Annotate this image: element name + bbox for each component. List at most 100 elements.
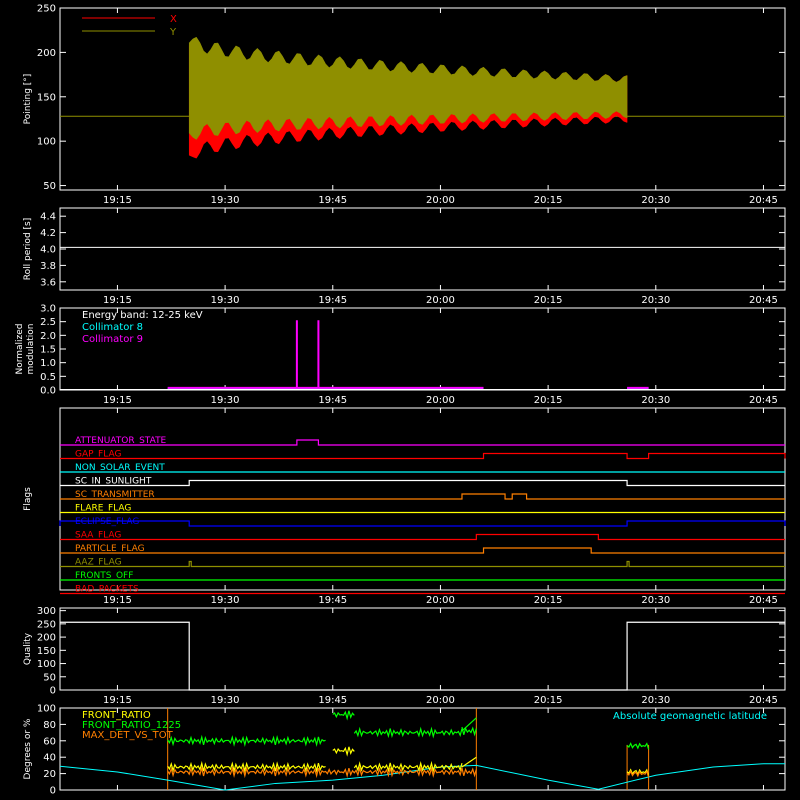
x-tick-label: 19:15	[103, 195, 132, 206]
x-tick-label: 20:30	[641, 695, 670, 706]
flag-label: SAA_FLAG	[75, 531, 121, 541]
x-tick-label: 20:45	[749, 295, 778, 306]
x-tick-label: 20:00	[426, 595, 455, 606]
legend-label: X	[170, 14, 177, 25]
panel-geomag: 0 20 40 60 80 100 Degrees or % FRONT_RATIOFRONT…	[23, 704, 786, 797]
flag-line	[60, 439, 785, 446]
x-tick-label: 19:15	[103, 295, 132, 306]
x-tick-label: 20:15	[534, 295, 563, 306]
y-tick-label: 0	[50, 786, 56, 797]
flag-label: ATTENUATOR_STATE	[75, 436, 167, 446]
geomag-ratio-segment	[626, 768, 650, 776]
y-tick-label: 300	[37, 606, 56, 617]
x-tick-label: 19:30	[211, 195, 240, 206]
flag-line	[60, 479, 785, 487]
x-tick-label: 19:30	[211, 595, 240, 606]
geomag-annotation: Absolute geomagnetic latitude	[613, 711, 767, 722]
y-tick-label: 100	[37, 137, 56, 148]
quality-line	[60, 621, 785, 691]
x-tick-label: 19:30	[211, 395, 240, 406]
legend-label: Collimator 8	[82, 322, 143, 333]
y-tick-label: 0.5	[40, 372, 56, 383]
x-tick-label: 19:15	[103, 695, 132, 706]
y-tick-label: 3.8	[40, 261, 56, 272]
y-tick-label: 2.0	[40, 331, 56, 342]
x-tick-label: 20:15	[534, 695, 563, 706]
geomag-ratio-segment	[461, 726, 477, 737]
flag-label: FLARE_FLAG	[75, 504, 131, 514]
y-tick-label: 150	[37, 92, 56, 103]
x-tick-label: 20:45	[749, 195, 778, 206]
flag-label: GAP_FLAG	[75, 450, 121, 460]
x-tick-label: 19:45	[318, 595, 347, 606]
x-tick-label: 19:45	[318, 295, 347, 306]
y-tick-label: 1.0	[40, 358, 56, 369]
x-tick-label: 19:45	[318, 195, 347, 206]
flag-label: PARTICLE_FLAG	[75, 544, 145, 554]
flag-label: ECLIPSE_FLAG	[75, 517, 139, 527]
x-tick-label: 20:45	[749, 695, 778, 706]
geomag-ratio-segment	[167, 734, 326, 747]
y-tick-label: 80	[43, 720, 56, 731]
y-tick-label: 0.0	[40, 386, 56, 397]
y-tick-label: 200	[37, 633, 56, 644]
geomag-peak	[461, 756, 477, 768]
x-tick-label: 19:45	[318, 395, 347, 406]
panel-flags: 19:15 19:30 19:45 20:00 20:15 20:30 20:45 Flags…	[23, 407, 786, 606]
geomag-ratio-segment	[626, 742, 650, 750]
x-tick-label: 19:15	[103, 395, 132, 406]
x-tick-label: 20:15	[534, 595, 563, 606]
y-tick-label: 100	[37, 704, 56, 715]
x-tick-label: 20:00	[426, 195, 455, 206]
flag-label: BAD_PACKETS	[75, 585, 139, 595]
y-tick-label: 250	[37, 619, 56, 630]
y-tick-label: 40	[43, 753, 56, 764]
panel-roll-period: 19:15 19:30 19:45 20:00 20:15 20:30 20:45 3.6 3.…	[23, 207, 786, 306]
y-tick-label: 4.2	[40, 228, 56, 239]
y-axis-label: Roll period [s]	[23, 218, 33, 280]
x-tick-label: 20:15	[534, 395, 563, 406]
flag-line	[60, 452, 786, 460]
geomag-ratio-segment	[332, 746, 355, 757]
y-axis-label: Pointing [°]	[23, 74, 33, 125]
geomag-ratio-segment	[332, 710, 355, 721]
y-tick-label: 3.0	[40, 304, 56, 315]
panel-quality: 19:15 19:30 19:45 20:00 20:15 20:30 20:45 0 50 10…	[23, 606, 786, 706]
x-tick-label: 20:45	[749, 595, 778, 606]
y-tick-label: 50	[43, 672, 56, 683]
panel-frame	[59, 7, 786, 191]
y-axis-label: Normalized	[15, 323, 25, 374]
legend-label: MAX_DET_VS_TOT	[82, 730, 174, 741]
y-tick-label: 200	[37, 48, 56, 59]
x-tick-label: 19:30	[211, 295, 240, 306]
flag-label: SC_IN_SUNLIGHT	[75, 477, 152, 487]
y-tick-label: 4.4	[40, 212, 56, 223]
y-tick-label: 0	[50, 686, 56, 697]
y-tick-label: 100	[37, 659, 56, 670]
x-tick-label: 19:15	[103, 595, 132, 606]
y-axis-label: modulation	[26, 324, 36, 375]
flag-line	[60, 560, 785, 568]
flag-label: FRONTS_OFF	[75, 571, 133, 581]
y-tick-label: 2.5	[40, 317, 56, 328]
y-axis-label: Flags	[23, 487, 33, 511]
x-tick-label: 20:30	[641, 395, 670, 406]
flag-line	[60, 547, 785, 554]
x-tick-label: 20:15	[534, 195, 563, 206]
geomag-ratio-segment	[626, 770, 650, 778]
flag-label: NON_SOLAR_EVENT	[75, 463, 165, 473]
y-tick-label: 60	[43, 736, 56, 747]
x-tick-label: 19:30	[211, 695, 240, 706]
geomag-ratio-segment	[167, 760, 326, 774]
legend-label: Collimator 9	[82, 334, 143, 345]
y-tick-label: 4.0	[40, 245, 56, 256]
geomag-peak	[461, 717, 477, 732]
y-tick-label: 3.6	[40, 277, 56, 288]
x-tick-label: 20:00	[426, 295, 455, 306]
geomag-ratio-segment	[167, 765, 477, 779]
x-tick-label: 20:00	[426, 395, 455, 406]
flag-line	[60, 493, 785, 500]
x-tick-label: 20:45	[749, 395, 778, 406]
legend-label: FRONT_RATIO	[82, 710, 151, 721]
